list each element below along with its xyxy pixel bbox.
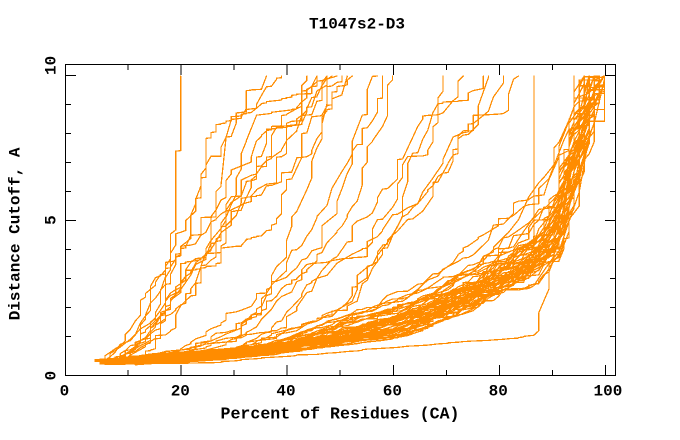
svg-text:Percent of Residues (CA): Percent of Residues (CA) (221, 405, 460, 424)
svg-text:Distance Cutoff, A: Distance Cutoff, A (6, 147, 24, 320)
svg-text:T1047s2-D3: T1047s2-D3 (309, 16, 405, 34)
svg-text:0: 0 (60, 382, 70, 400)
svg-text:40: 40 (276, 382, 295, 400)
svg-text:60: 60 (383, 382, 402, 400)
svg-text:100: 100 (593, 382, 622, 400)
svg-text:20: 20 (171, 382, 190, 400)
svg-text:5: 5 (43, 215, 61, 225)
svg-text:10: 10 (42, 56, 60, 75)
svg-text:80: 80 (489, 382, 508, 400)
svg-text:0: 0 (42, 371, 60, 381)
